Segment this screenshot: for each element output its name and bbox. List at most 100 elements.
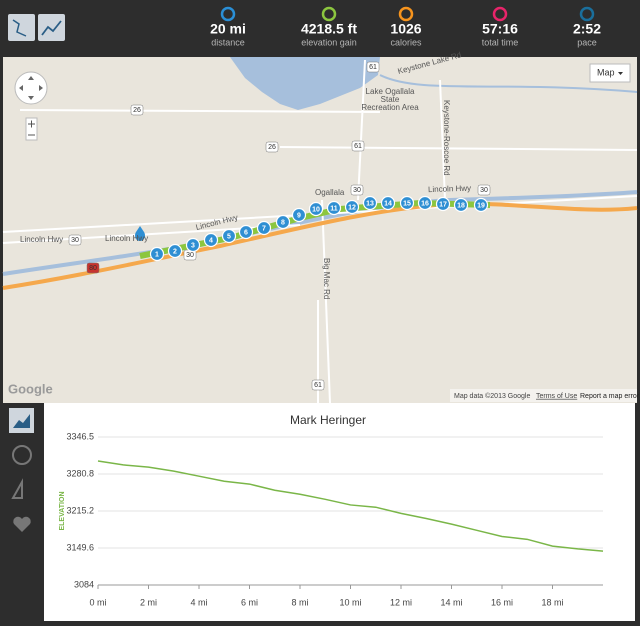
stat-value: 20 mi: [210, 21, 246, 37]
heart-tab[interactable]: [13, 516, 31, 532]
mile-marker-label: 12: [348, 204, 356, 211]
icon: [12, 19, 27, 37]
mile-marker-label: 13: [366, 200, 374, 207]
mile-marker: [399, 195, 415, 211]
map-label: Lincoln Hwy: [428, 184, 471, 195]
mile-marker: [417, 195, 433, 211]
road-shield: [130, 104, 144, 116]
x-tick-label: 14 mi: [440, 597, 462, 607]
lake: [230, 57, 380, 110]
stat-icon: [579, 6, 595, 22]
mile-marker: [221, 228, 237, 244]
stat-value: 1026: [390, 21, 421, 37]
map-label: State: [381, 95, 400, 104]
mile-marker: [275, 214, 291, 230]
map-label: Big Mac Rd: [322, 258, 331, 299]
stat-icon: [220, 6, 236, 22]
mile-marker-label: 5: [227, 233, 231, 240]
dropdown-arrow: [618, 72, 623, 75]
terms-link[interactable]: Terms of Use: [536, 393, 577, 400]
icon: [11, 478, 23, 499]
chart-button[interactable]: [38, 14, 65, 41]
mile-marker: [435, 196, 451, 212]
y-tick-label: 3149.6: [66, 542, 94, 552]
map: Map Google Map data ©2013 Google Terms o…: [2, 50, 640, 404]
button-bg: [589, 63, 631, 83]
mile-marker: [167, 243, 183, 259]
mile-marker-label: 8: [281, 219, 285, 226]
stat-value: 4218.5 ft: [301, 21, 357, 37]
stat-label: calories: [390, 37, 422, 47]
mile-marker: [291, 207, 307, 223]
mile-marker: [344, 199, 360, 215]
mile-marker-label: 1: [155, 251, 159, 258]
report-link[interactable]: Report a map error: [580, 393, 640, 400]
y-tick-label: 3215.2: [66, 505, 94, 515]
grade-tab[interactable]: [11, 478, 23, 499]
map-label: Lincoln Hwy: [105, 234, 148, 243]
stat-icon: [398, 6, 414, 22]
mile-marker: [453, 197, 469, 213]
x-tick-label: 16 mi: [491, 597, 513, 607]
road-shield-label: 26: [133, 107, 141, 114]
mile-marker-label: 19: [477, 202, 485, 209]
stat-label: pace: [577, 37, 597, 47]
sidebar: [0, 403, 44, 621]
x-tick-label: 18 mi: [541, 597, 563, 607]
mile-marker-label: 16: [421, 200, 429, 207]
x-tick-label: 6 mi: [241, 597, 258, 607]
road-shield-label: 61: [314, 382, 322, 389]
road-shield-label: 61: [369, 64, 377, 71]
elevation-tab[interactable]: [9, 408, 34, 433]
mile-marker: [203, 232, 219, 248]
y-tick-label: 3346.5: [66, 431, 94, 441]
road-shield: [311, 379, 325, 391]
mile-marker-label: 14: [384, 200, 392, 207]
road-shield-label: 80: [89, 265, 97, 272]
icon: [41, 20, 62, 36]
button-bg: [8, 14, 35, 41]
stat-value: 57:16: [482, 21, 518, 37]
map-label: Ogallala: [315, 188, 345, 197]
stat-icon: [321, 6, 337, 22]
road-shield: [68, 234, 82, 246]
mile-marker-label: 18: [457, 202, 465, 209]
stat-value: 2:52: [573, 21, 601, 37]
pan-circle: [14, 71, 48, 105]
river: [379, 74, 638, 93]
mile-marker-label: 7: [262, 225, 266, 232]
route-button[interactable]: [8, 14, 35, 41]
road-shield: [350, 184, 364, 196]
road-shield-label: 26: [268, 144, 276, 151]
road-shield: [366, 61, 380, 73]
mile-marker-label: 11: [330, 205, 338, 212]
chart-title: Mark Heringer: [290, 413, 366, 427]
mile-marker-label: 3: [191, 242, 195, 249]
stat-label: distance: [211, 37, 245, 47]
mile-marker-label: 6: [244, 229, 248, 236]
icon: [13, 414, 30, 428]
icon: [13, 516, 31, 532]
pan-control[interactable]: [14, 71, 48, 105]
zoom-box: [25, 117, 38, 141]
road-shield-label: 30: [71, 237, 79, 244]
stat-label: elevation gain: [301, 37, 357, 47]
map-label: Keystone-Roscoe Rd: [442, 100, 451, 176]
zoom-control[interactable]: [25, 117, 38, 141]
map-type-button[interactable]: Map: [589, 63, 631, 83]
map-label: Lincoln Hwy: [20, 235, 63, 244]
elevation-line: [97, 460, 604, 552]
icon: [12, 445, 32, 465]
stat-icon: [492, 6, 508, 22]
attribution: Map data ©2013 Google: [454, 392, 530, 400]
road-shield-label: 30: [186, 252, 194, 259]
pace-tab[interactable]: [12, 445, 32, 465]
mile-marker: [362, 195, 378, 211]
road-shield: [351, 140, 365, 152]
road-shield-label: 30: [353, 187, 361, 194]
mile-marker: [238, 224, 254, 240]
tab-bg: [9, 408, 34, 433]
map-label: Lake Ogallala: [366, 87, 415, 96]
